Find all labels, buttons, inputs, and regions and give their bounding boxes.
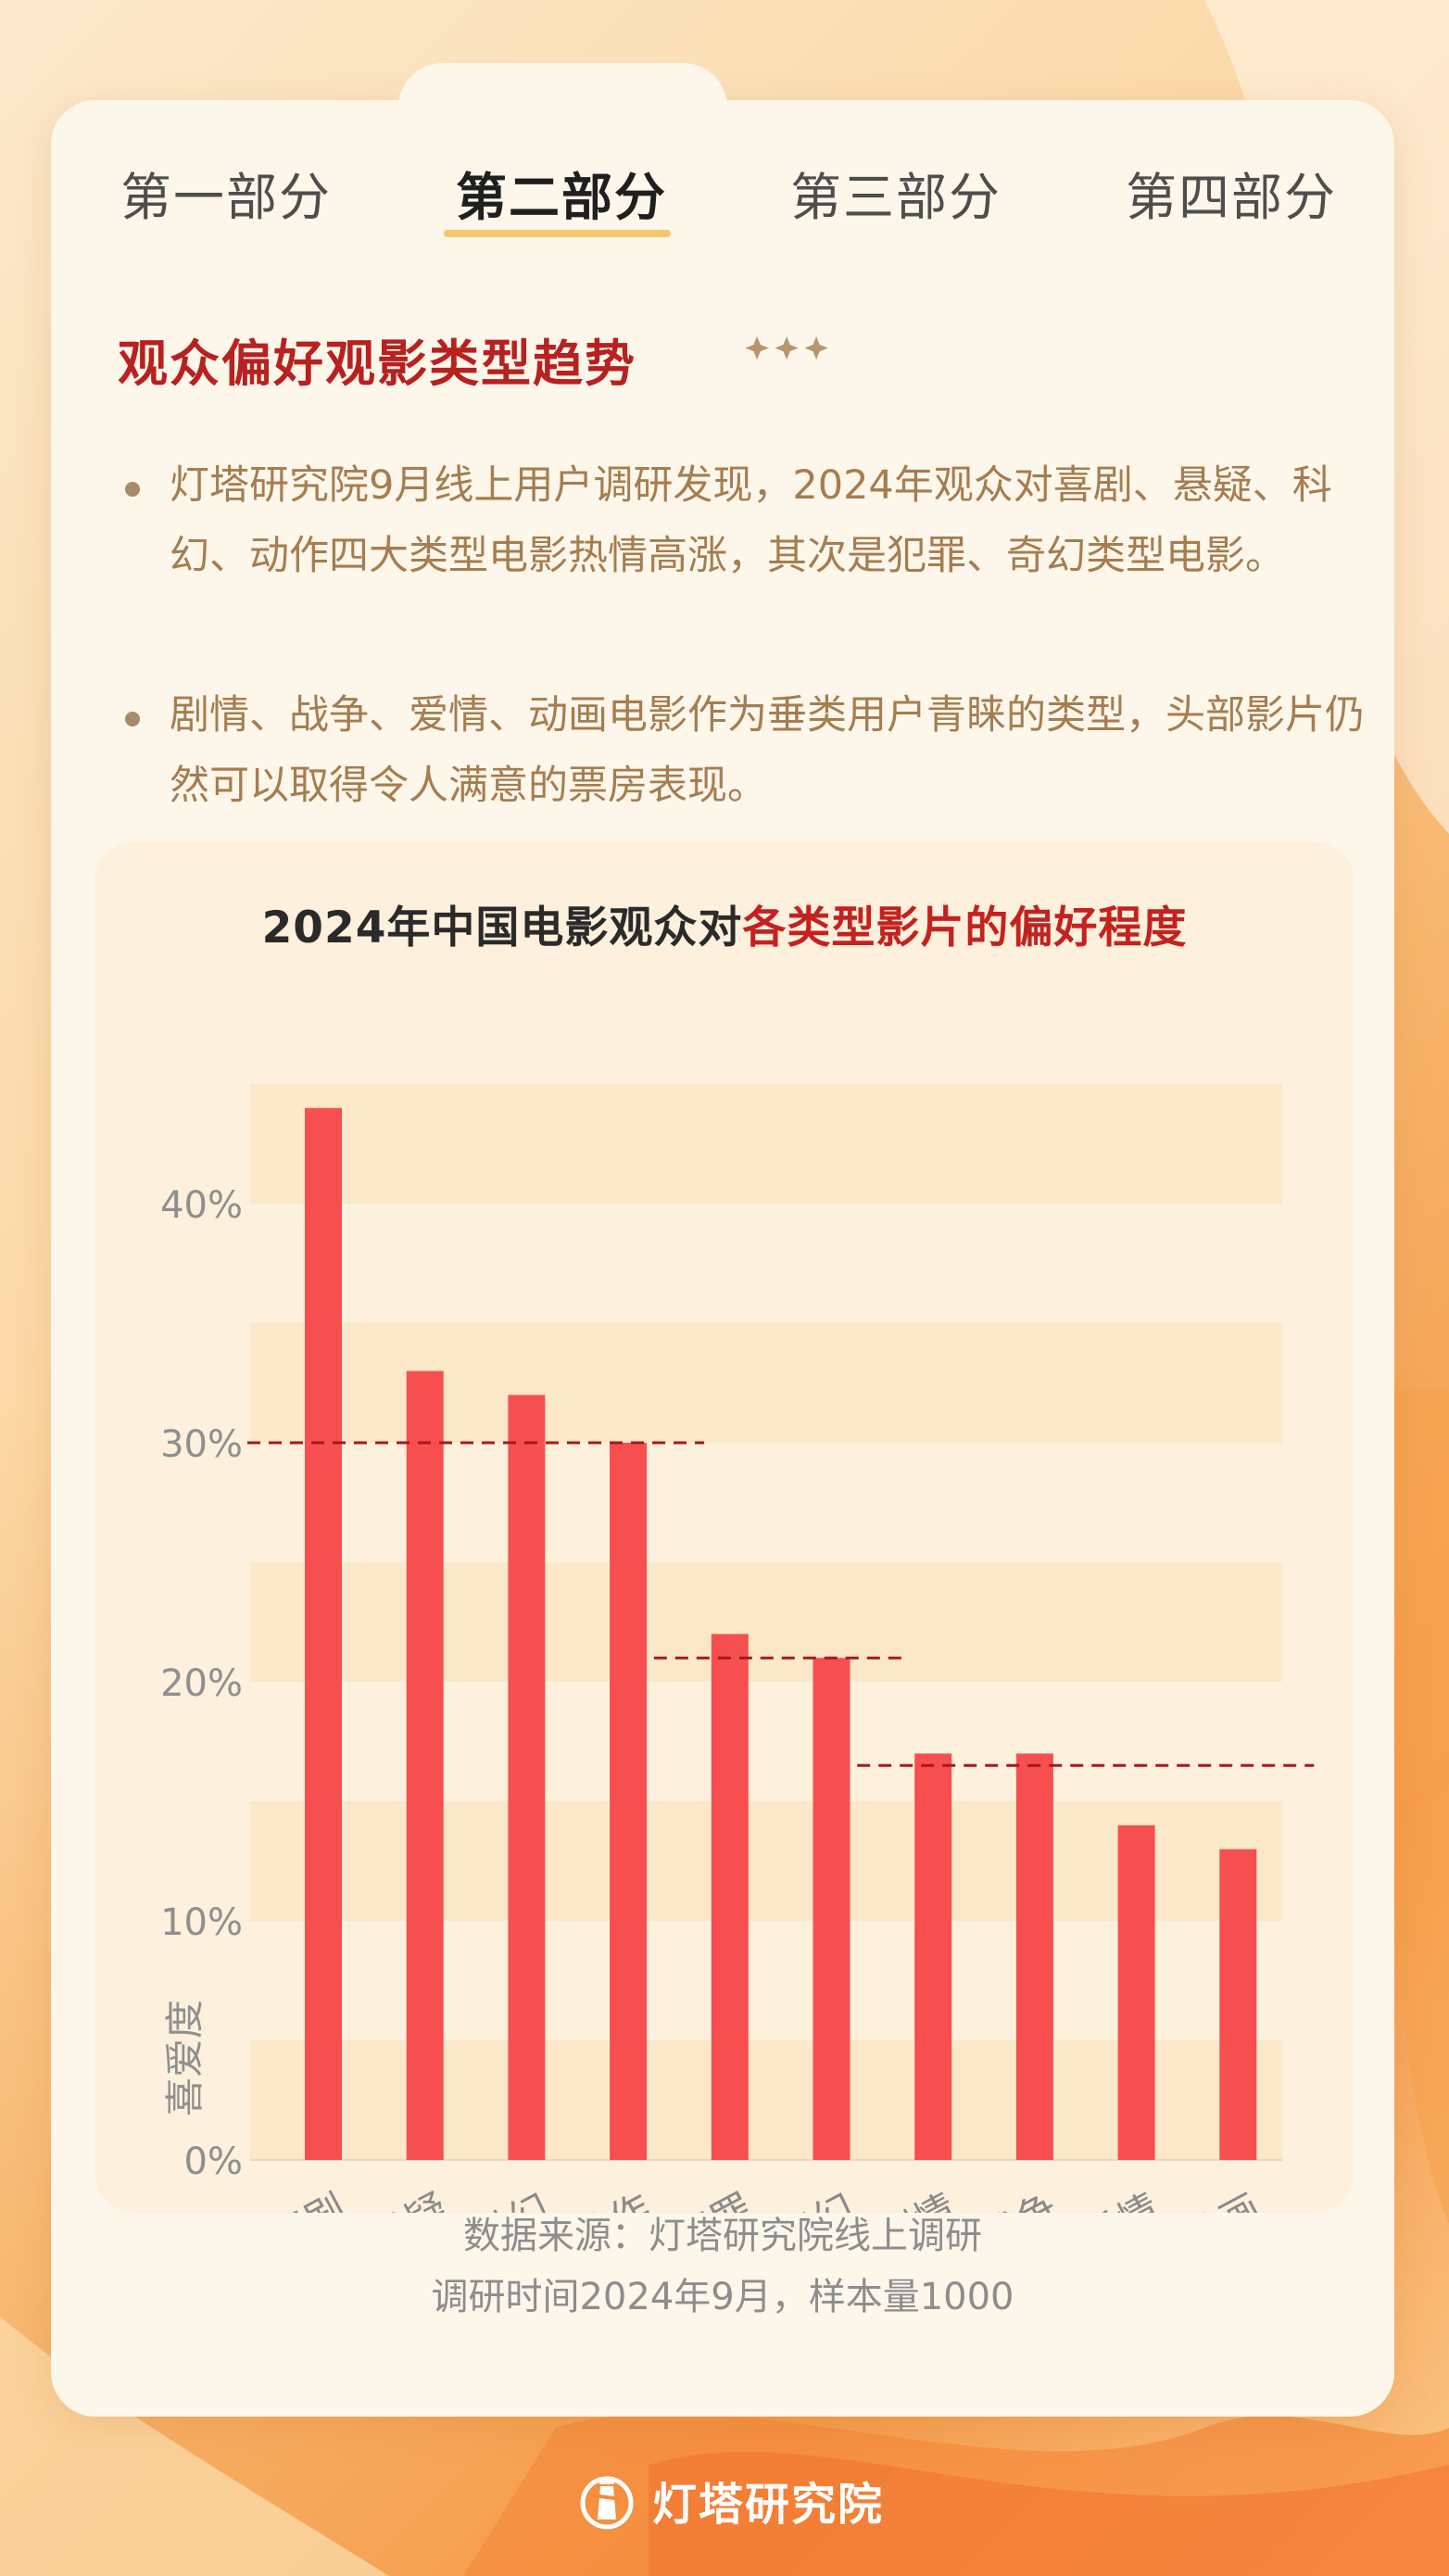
bar [406,1370,444,2160]
y-tick-label: 0% [184,2140,243,2183]
chart-title-highlight: 各类型影片的偏好程度 [742,903,1188,953]
bullet-dot-icon [125,712,140,726]
bullet-text-2: 剧情、战争、爱情、动画电影作为垂类用户青睐的类型，头部影片仍然可以取得令人满意的… [170,692,1365,809]
bar [813,1658,850,2160]
bar [610,1443,648,2160]
background-band [250,1323,1282,1443]
y-tick-label: 20% [160,1662,243,1705]
bar [305,1107,342,2160]
source-line-2: 调研时间2024年9月，样本量1000 [431,2276,1014,2318]
tab-part-2[interactable]: 第二部分 [456,168,668,227]
bullet-dot-icon [125,482,140,497]
active-tab-underline [444,230,671,237]
tab-part-3[interactable]: 第三部分 [790,168,1002,227]
bar [1015,1753,1053,2160]
content-card: 第一部分 第二部分 第三部分 第四部分 观众偏好观影类型趋势 灯塔研究院9月线上… [51,63,1394,2417]
bar [914,1753,952,2160]
lighthouse-logo-icon [580,2476,634,2530]
source-line-1: 数据来源：灯塔研究院线上调研 [463,2215,982,2257]
bar-chart: 0%10%20%30%40%喜爱度喜剧悬疑科幻动作犯罪奇幻剧情战争爱情动画 [160,1084,1315,2213]
background-band [250,1084,1282,1204]
bar [508,1395,546,2160]
tab-part-1[interactable]: 第一部分 [120,168,333,227]
section-title: 观众偏好观影类型趋势 [118,335,636,393]
chart-title-prefix: 2024年中国电影观众对 [261,903,743,953]
stars-icon [745,336,828,360]
y-tick-label: 30% [160,1423,243,1466]
bar [711,1634,749,2160]
chart-title: 2024年中国电影观众对各类型影片的偏好程度 [94,891,1354,955]
brand-name: 灯塔研究院 [652,2479,885,2531]
active-tab-background [398,63,727,258]
y-tick-label: 10% [160,1901,243,1944]
bullet-text-1: 灯塔研究院9月线上用户调研发现，2024年观众对喜剧、悬疑、科幻、动作四大类型电… [170,462,1332,579]
y-tick-label: 40% [160,1184,243,1227]
y-axis-label: 喜爱度 [162,2000,208,2116]
tab-part-4[interactable]: 第四部分 [1126,168,1338,227]
bar [1117,1825,1155,2160]
section-tabs: 第一部分 第二部分 第三部分 第四部分 [51,63,1394,258]
bar [1219,1849,1257,2160]
brand-logo: 灯塔研究院 [574,2463,884,2537]
background-band [250,1562,1282,1682]
chart-card: 2024年中国电影观众对各类型影片的偏好程度 0% 10% 20% 30% 40% 喜爱度… [94,841,1354,2213]
